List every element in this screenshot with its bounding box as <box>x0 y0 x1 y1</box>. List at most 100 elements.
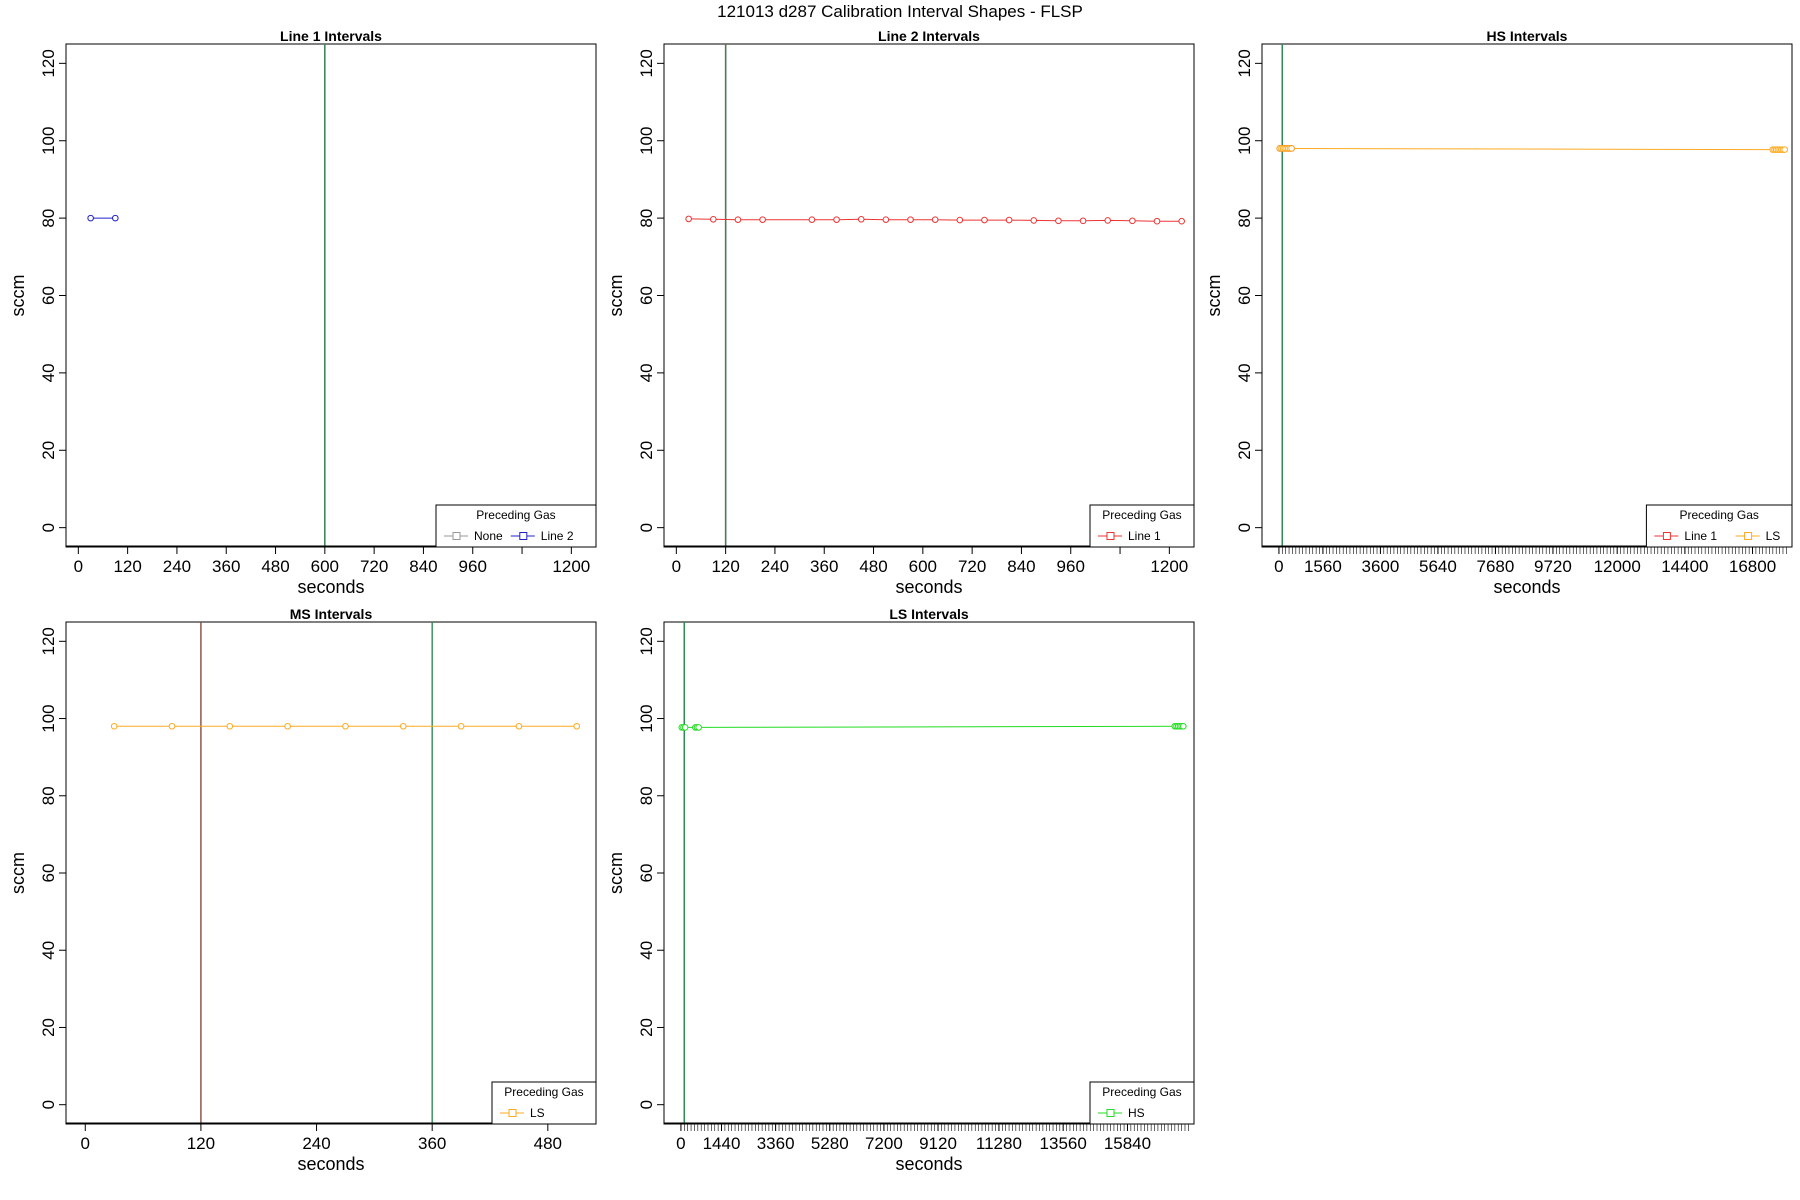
plot-frame <box>663 43 1195 548</box>
data-point <box>110 722 118 730</box>
y-tick-label: 40 <box>39 363 58 382</box>
x-tick-label: 14400 <box>1661 557 1708 576</box>
y-axis-label: sccm <box>8 275 28 317</box>
x-tick-label: 120 <box>711 557 739 576</box>
y-tick-label: 0 <box>1235 523 1254 532</box>
x-axis-label: seconds <box>1493 577 1560 597</box>
legend-swatch-marker <box>1106 1109 1115 1117</box>
y-tick-label: 0 <box>39 523 58 532</box>
data-point <box>284 722 291 730</box>
x-axis-label: seconds <box>297 577 364 597</box>
x-tick-label: 120 <box>187 1134 215 1153</box>
y-tick-label: 60 <box>39 286 58 305</box>
data-point <box>1153 217 1161 225</box>
x-tick-label: 480 <box>534 1134 562 1153</box>
legend-title: Preceding Gas <box>1680 508 1759 522</box>
y-tick-label: 60 <box>637 286 656 305</box>
data-point <box>573 722 581 730</box>
panel-title: MS Intervals <box>290 606 373 622</box>
panel-title: LS Intervals <box>889 606 969 622</box>
x-tick-label: 720 <box>958 557 986 576</box>
x-tick-label: 15840 <box>1104 1134 1151 1153</box>
series-line <box>681 725 1184 728</box>
data-point <box>1079 217 1087 225</box>
panel-title: Line 1 Intervals <box>280 28 382 44</box>
y-tick-label: 20 <box>39 1018 58 1037</box>
plot-frame <box>65 621 597 1125</box>
legend-entry-label: HS <box>1128 1106 1145 1120</box>
x-tick-label: 360 <box>418 1134 446 1153</box>
y-tick-label: 20 <box>39 441 58 460</box>
figure-title: 121013 d287 Calibration Interval Shapes … <box>717 2 1083 21</box>
x-tick-label: 1440 <box>703 1134 741 1153</box>
data-point <box>931 216 939 223</box>
y-tick-label: 0 <box>39 1100 58 1109</box>
legend-entry-label: None <box>474 529 503 543</box>
panel-title: HS Intervals <box>1487 28 1568 44</box>
x-tick-label: 1560 <box>1304 557 1342 576</box>
x-tick-label: 840 <box>409 557 437 576</box>
data-point <box>734 216 742 223</box>
x-tick-label: 16800 <box>1729 557 1776 576</box>
data-point <box>457 722 465 730</box>
data-point <box>87 214 94 222</box>
legend-swatch-marker <box>452 532 461 540</box>
x-tick-label: 600 <box>311 557 339 576</box>
legend-swatch-marker <box>1744 532 1753 540</box>
panel-ms: MS Intervals 0 120 240 360 480 0 20 40 60 80 100 120… <box>8 606 597 1174</box>
y-tick-label: 100 <box>39 127 58 155</box>
legend: Preceding Gas Line 1 <box>1089 504 1195 548</box>
x-tick-label: 5280 <box>811 1134 849 1153</box>
y-tick-label: 40 <box>637 363 656 382</box>
legend-title: Preceding Gas <box>1102 1085 1181 1099</box>
y-tick-label: 20 <box>1235 441 1254 460</box>
x-tick-label: 1200 <box>1150 557 1188 576</box>
y-tick-label: 0 <box>637 523 656 532</box>
legend-entry-label: Line 1 <box>1684 529 1717 543</box>
y-tick-label: 100 <box>637 127 656 155</box>
x-tick-label: 600 <box>909 557 937 576</box>
y-axis-label: sccm <box>606 852 626 894</box>
x-tick-label: 0 <box>676 1134 685 1153</box>
data-point <box>981 216 988 224</box>
x-tick-label: 360 <box>212 557 240 576</box>
panel-title: Line 2 Intervals <box>878 28 980 44</box>
y-tick-label: 60 <box>39 864 58 883</box>
data-point <box>759 216 766 223</box>
y-tick-label: 60 <box>637 864 656 883</box>
legend: Preceding Gas HS <box>1089 1081 1195 1125</box>
data-point <box>168 722 176 730</box>
y-tick-label: 120 <box>39 627 58 655</box>
legend: Preceding Gas None Line 2 <box>435 504 597 548</box>
data-point <box>956 216 964 224</box>
y-tick-label: 0 <box>637 1100 656 1109</box>
x-tick-label: 960 <box>459 557 487 576</box>
x-tick-label: 720 <box>360 557 388 576</box>
legend-swatch-marker <box>508 1109 517 1117</box>
data-point <box>1055 217 1062 225</box>
x-tick-label: 0 <box>1274 557 1283 576</box>
y-tick-label: 120 <box>1235 49 1254 77</box>
x-tick-label: 240 <box>761 557 789 576</box>
plot-frame <box>65 43 597 548</box>
legend: Preceding Gas Line 1 LS <box>1645 504 1793 548</box>
y-tick-label: 40 <box>637 941 656 960</box>
x-tick-label: 0 <box>672 557 681 576</box>
y-tick-label: 40 <box>1235 363 1254 382</box>
data-point <box>681 724 689 731</box>
legend-entry-label: LS <box>1766 529 1781 543</box>
x-tick-label: 11280 <box>976 1134 1022 1153</box>
x-tick-label: 0 <box>81 1134 90 1153</box>
data-point <box>112 214 119 222</box>
data-point <box>399 722 407 730</box>
legend-entry-label: Line 2 <box>541 529 574 543</box>
plot-frame <box>663 621 1195 1125</box>
data-point <box>1030 217 1038 224</box>
y-tick-label: 80 <box>39 786 58 805</box>
data-point <box>1781 146 1788 153</box>
legend-title: Preceding Gas <box>504 1085 583 1099</box>
x-tick-label: 9120 <box>919 1134 957 1153</box>
y-tick-label: 40 <box>39 941 58 960</box>
x-tick-label: 1200 <box>552 557 590 576</box>
